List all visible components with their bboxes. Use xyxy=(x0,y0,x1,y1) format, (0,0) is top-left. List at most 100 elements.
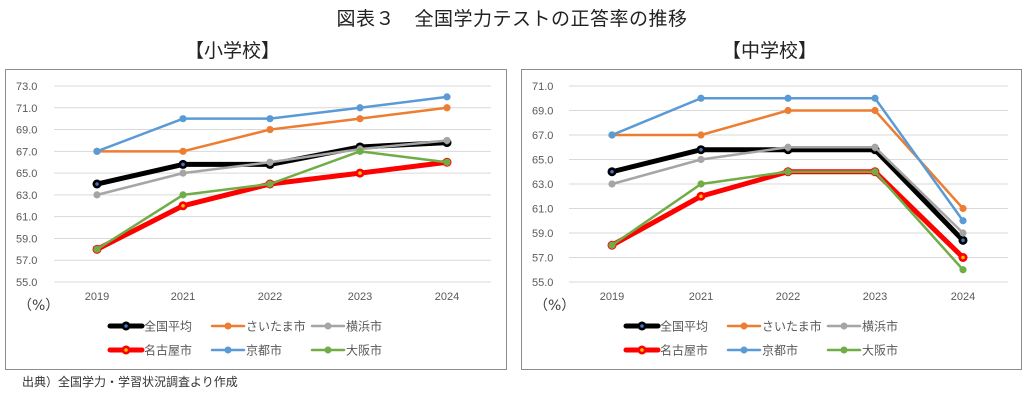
series-4 xyxy=(608,94,967,225)
y-tick-label: 67.0 xyxy=(16,146,37,158)
data-point xyxy=(181,203,185,208)
y-tick-label: 65.0 xyxy=(532,155,553,167)
y-tick-label: 71.0 xyxy=(16,103,37,115)
series-2 xyxy=(93,136,451,199)
data-point xyxy=(93,191,101,199)
junior-high-chart-frame: 55.0 57.0 59.0 61.0 63.0 65.0 67.0 69.0 71.0 2019… xyxy=(521,69,1022,370)
data-point xyxy=(784,143,792,151)
legend-label: 横浜市 xyxy=(862,319,898,334)
elementary-chart-frame: 55.0 57.0 59.0 61.0 63.0 65.0 67.0 69.0 71.0 73.0… xyxy=(5,69,507,370)
series-2 xyxy=(608,143,967,237)
y-tick-label: 65.0 xyxy=(16,168,37,180)
data-point xyxy=(181,162,185,167)
data-point xyxy=(871,143,879,151)
legend-marker xyxy=(840,322,848,330)
y-tick-label: 63.0 xyxy=(16,190,37,202)
data-point xyxy=(871,94,879,102)
data-point xyxy=(93,147,101,155)
legend-marker xyxy=(224,346,232,354)
legend-label: さいたま市 xyxy=(246,319,306,334)
figure-title: 図表３ 全国学力テストの正答率の推移 xyxy=(336,8,688,30)
legend-item: 全国平均 xyxy=(107,319,192,334)
x-tick-label: 2021 xyxy=(171,291,195,303)
data-point xyxy=(358,171,362,175)
legend-label: 名古屋市 xyxy=(660,343,708,358)
y-tick-label: 61.0 xyxy=(16,212,37,224)
data-point xyxy=(179,115,187,123)
data-point xyxy=(266,115,274,123)
legend-item: さいたま市 xyxy=(210,319,306,334)
data-point xyxy=(443,104,451,112)
legend-label: 横浜市 xyxy=(346,319,382,334)
legend-item: 横浜市 xyxy=(310,319,382,334)
data-point xyxy=(356,147,364,155)
series-0 xyxy=(607,145,968,245)
y-tick-label: 71.0 xyxy=(532,81,553,93)
legend-label: 全国平均 xyxy=(660,319,708,334)
x-tick-label: 2023 xyxy=(348,291,372,303)
data-point xyxy=(608,241,616,249)
data-point xyxy=(443,136,451,145)
data-point xyxy=(443,93,451,101)
legend-marker xyxy=(324,322,332,330)
legend-item: さいたま市 xyxy=(726,319,822,334)
data-point xyxy=(961,238,965,243)
junior-high-school-line-chart: 55.0 57.0 59.0 61.0 63.0 65.0 67.0 69.0 71.0 2019… xyxy=(532,81,1008,358)
legend-marker-center xyxy=(640,324,644,328)
x-tick-label: 2022 xyxy=(258,291,282,303)
data-point xyxy=(697,131,705,139)
y-unit-label: （%） xyxy=(18,298,59,314)
legend-marker-center xyxy=(124,324,128,328)
legend-marker xyxy=(740,322,748,330)
x-tick-label: 2024 xyxy=(951,291,975,303)
legend-label: 京都市 xyxy=(246,343,282,358)
data-point xyxy=(608,180,616,188)
data-point xyxy=(443,158,451,166)
data-point xyxy=(266,125,274,134)
y-tick-label: 59.0 xyxy=(532,228,553,240)
legend-label: 名古屋市 xyxy=(144,343,192,358)
data-point xyxy=(784,168,792,176)
legend-label: さいたま市 xyxy=(762,319,822,334)
legend-label: 大阪市 xyxy=(346,343,382,358)
series-4 xyxy=(93,93,451,155)
legend-item: 横浜市 xyxy=(826,319,898,334)
legend-label: 京都市 xyxy=(762,343,798,358)
legend-marker-center xyxy=(640,348,644,352)
legend-marker-center xyxy=(124,348,128,352)
legend-item: 名古屋市 xyxy=(107,343,192,358)
legend-marker xyxy=(324,346,332,354)
data-point xyxy=(356,115,364,123)
data-point xyxy=(959,266,967,274)
data-point xyxy=(784,106,792,115)
y-tick-label: 69.0 xyxy=(532,106,553,118)
y-tick-label: 57.0 xyxy=(16,255,37,267)
elementary-chart-title: 【小学校】 xyxy=(185,40,281,62)
x-tick-label: 2022 xyxy=(776,291,800,303)
legend-marker xyxy=(224,322,232,330)
series-5 xyxy=(93,147,451,253)
data-point xyxy=(95,182,99,186)
data-point xyxy=(93,245,101,253)
data-point xyxy=(179,191,187,199)
series-5 xyxy=(608,168,967,274)
y-tick-label: 67.0 xyxy=(532,130,553,142)
data-point xyxy=(959,229,967,237)
junior-high-chart-title: 【中学校】 xyxy=(722,40,818,62)
data-point xyxy=(266,158,274,166)
source-note: 出典）全国学力・学習状況調査より作成 xyxy=(22,375,238,389)
y-tick-label: 73.0 xyxy=(16,81,37,93)
x-tick-label: 2024 xyxy=(435,291,459,303)
data-point xyxy=(699,194,703,199)
data-point xyxy=(699,147,703,152)
data-point xyxy=(179,169,187,177)
y-unit-label: （%） xyxy=(534,298,575,314)
x-tick-label: 2019 xyxy=(85,291,109,303)
data-point xyxy=(871,106,879,115)
x-tick-label: 2021 xyxy=(689,291,713,303)
series-line xyxy=(95,159,448,252)
legend-marker xyxy=(840,346,848,354)
legend-label: 全国平均 xyxy=(144,319,192,334)
y-tick-label: 55.0 xyxy=(16,277,37,289)
y-tick-label: 57.0 xyxy=(532,253,553,265)
